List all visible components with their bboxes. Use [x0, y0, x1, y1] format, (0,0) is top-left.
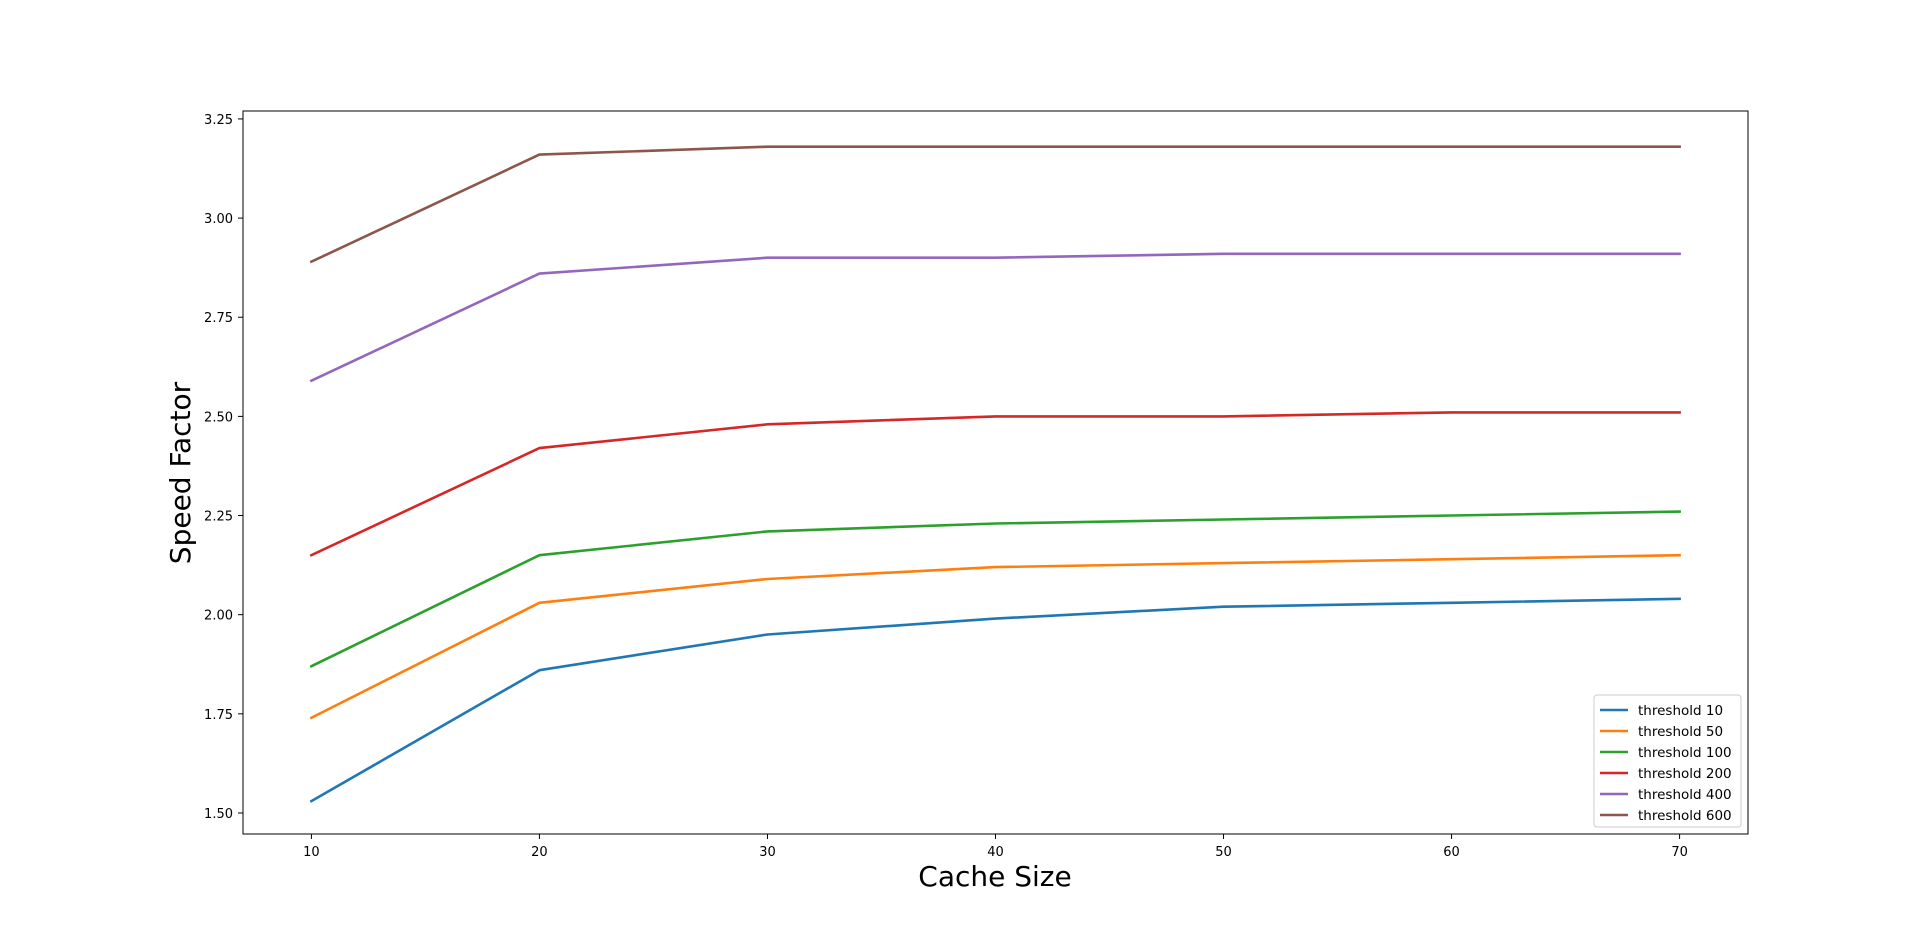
y-axis-title: Speed Factor — [164, 381, 197, 564]
y-tick-label: 2.50 — [204, 410, 233, 425]
legend-label: threshold 10 — [1638, 703, 1723, 719]
series-line-2 — [309, 510, 1681, 668]
legend-label: threshold 50 — [1638, 724, 1723, 740]
x-tick-label: 30 — [759, 845, 776, 860]
x-axis-title: Cache Size — [918, 860, 1071, 893]
x-tick-label: 60 — [1443, 845, 1460, 860]
series-line-3 — [309, 411, 1681, 557]
x-tick-label: 50 — [1215, 845, 1232, 860]
series-line-1 — [309, 553, 1681, 720]
y-tick-label: 3.25 — [204, 113, 233, 128]
y-tick-label: 2.25 — [204, 510, 233, 525]
x-tick-label: 20 — [531, 845, 548, 860]
legend-label: threshold 400 — [1638, 787, 1732, 803]
y-axis: 1.50 1.75 2.00 2.25 2.50 2.75 3.00 3.25 — [204, 113, 243, 822]
y-tick-label: 3.00 — [204, 212, 233, 227]
x-axis: 10 20 30 40 50 60 70 — [303, 834, 1688, 860]
legend-label: threshold 100 — [1638, 745, 1732, 761]
legend-label: threshold 200 — [1638, 766, 1732, 782]
series-layer — [309, 145, 1681, 803]
x-tick-label: 40 — [987, 845, 1004, 860]
y-tick-label: 2.75 — [204, 311, 233, 326]
x-tick-label: 10 — [303, 845, 320, 860]
y-tick-label: 2.00 — [204, 609, 233, 624]
y-tick-label: 1.75 — [204, 708, 233, 723]
series-line-5 — [309, 145, 1681, 264]
series-line-0 — [309, 597, 1681, 803]
legend-box — [1593, 694, 1742, 828]
series-line-4 — [309, 252, 1681, 383]
x-tick-label: 70 — [1671, 845, 1688, 860]
legend-label: threshold 600 — [1638, 808, 1732, 824]
legend: threshold 10 threshold 50 threshold 100 thr… — [1593, 694, 1742, 828]
y-tick-label: 1.50 — [204, 807, 233, 822]
